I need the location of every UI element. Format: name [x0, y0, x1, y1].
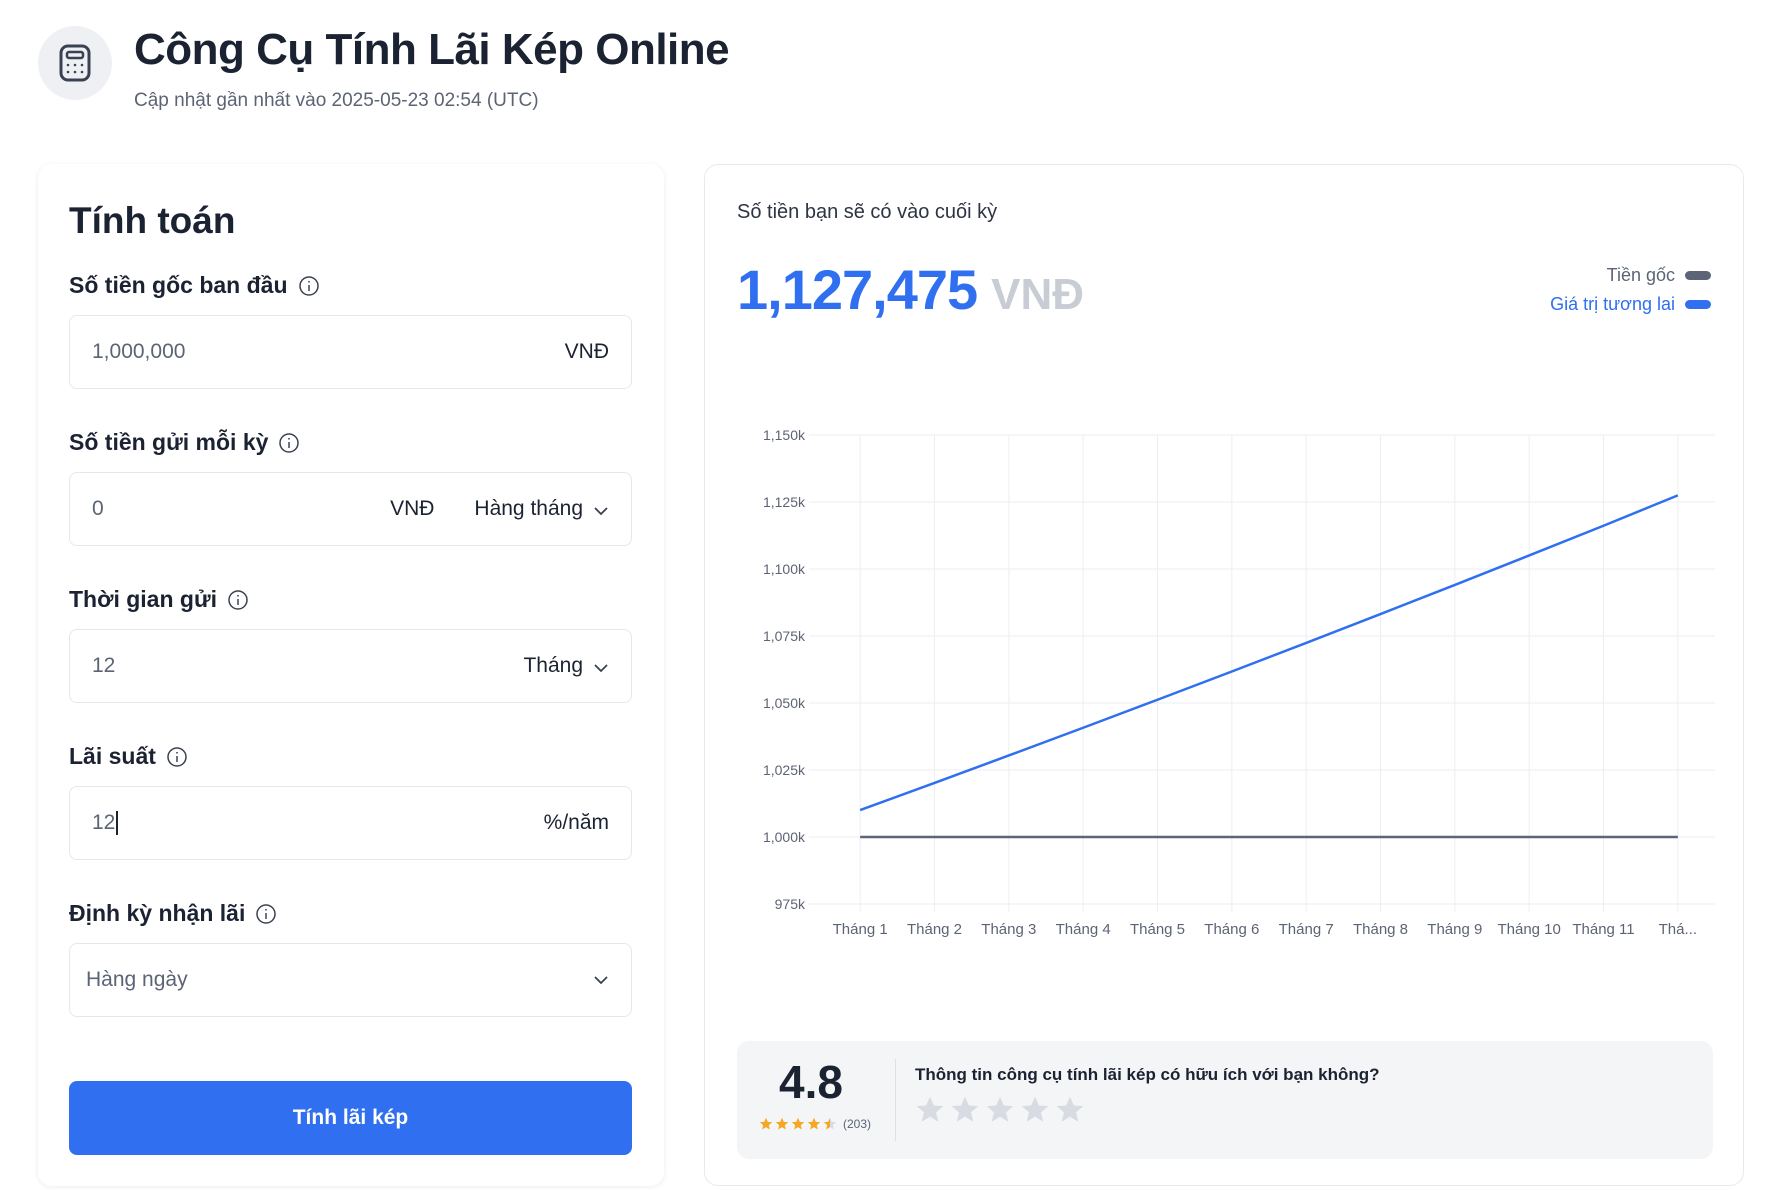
- duration-label: Thời gian gửi: [69, 586, 249, 613]
- duration-input[interactable]: 12 Tháng: [69, 629, 632, 703]
- star-icon[interactable]: [915, 1095, 945, 1125]
- y-tick-label: 1,000k: [763, 829, 806, 845]
- rating-box: 4.8 (203) Thông tin công cụ tính lãi kép…: [737, 1041, 1713, 1159]
- principal-value[interactable]: 1,000,000: [92, 340, 186, 363]
- x-tick-label: Tháng 7: [1279, 921, 1334, 938]
- info-icon[interactable]: [227, 589, 249, 611]
- x-tick-label: Tháng 9: [1427, 921, 1482, 938]
- duration-unit-select[interactable]: Tháng: [523, 654, 609, 678]
- rate-stars: [915, 1095, 1090, 1125]
- last-updated-text: Cập nhật gần nhất vào 2025-05-23 02:54 (…: [134, 90, 539, 112]
- y-tick-label: 1,025k: [763, 762, 806, 778]
- compounding-label-text: Định kỳ nhận lãi: [69, 900, 246, 926]
- result-total: 1,127,475 VNĐ: [737, 257, 1084, 322]
- text-caret: [116, 811, 119, 836]
- rate-label-text: Lãi suất: [69, 743, 156, 769]
- rate-unit: %/năm: [543, 811, 609, 834]
- legend-item-principal[interactable]: Tiền gốc: [1550, 265, 1711, 286]
- x-tick-label: Tháng 1: [833, 921, 888, 938]
- chevron-down-icon: [594, 507, 608, 516]
- rating-stars-icon: [759, 1117, 837, 1130]
- compounding-value: Hàng ngày: [86, 968, 188, 991]
- principal-input[interactable]: 1,000,000 VNĐ: [69, 315, 632, 389]
- line-chart: 1,150k 1,125k 1,100k 1,075k 1,050k 1,025k 1,00…: [763, 427, 1715, 938]
- result-caption: Số tiền bạn sẽ có vào cuối kỳ: [737, 201, 998, 223]
- principal-label: Số tiền gốc ban đầu: [69, 272, 320, 299]
- rating-question: Thông tin công cụ tính lãi kép có hữu íc…: [915, 1065, 1380, 1084]
- rating-score: 4.8: [779, 1056, 843, 1108]
- x-tick-label: Tháng 3: [981, 921, 1036, 938]
- principal-label-text: Số tiền gốc ban đầu: [69, 272, 288, 298]
- star-icon[interactable]: [1020, 1095, 1050, 1125]
- y-tick-label: 1,150k: [763, 427, 806, 443]
- legend-swatch-future: [1685, 300, 1711, 309]
- info-icon[interactable]: [278, 432, 300, 454]
- y-tick-label: 1,075k: [763, 628, 806, 644]
- duration-unit-value: Tháng: [523, 654, 583, 677]
- x-tick-label: Tháng 6: [1204, 921, 1259, 938]
- star-icon[interactable]: [985, 1095, 1015, 1125]
- rate-value[interactable]: 12: [92, 810, 116, 834]
- y-tick-label: 1,100k: [763, 561, 806, 577]
- x-tick-label: Tháng 8: [1353, 921, 1408, 938]
- rate-value-wrap[interactable]: 12: [92, 810, 544, 836]
- rate-label: Lãi suất: [69, 743, 188, 770]
- info-icon[interactable]: [298, 275, 320, 297]
- calculator-icon: [38, 26, 112, 100]
- rating-divider: [895, 1059, 896, 1141]
- result-currency: VNĐ: [991, 270, 1085, 319]
- info-icon[interactable]: [166, 746, 188, 768]
- rating-count: (203): [843, 1117, 872, 1131]
- series-line-future-value: [859, 494, 1679, 812]
- info-icon[interactable]: [255, 903, 277, 925]
- deposit-frequency-value: Hàng tháng: [474, 497, 583, 520]
- principal-unit: VNĐ: [564, 340, 609, 363]
- calculate-button[interactable]: Tính lãi kép: [69, 1081, 632, 1155]
- legend-label-principal: Tiền gốc: [1606, 265, 1675, 285]
- duration-value[interactable]: 12: [92, 654, 116, 677]
- rate-input[interactable]: 12 %/năm: [69, 786, 632, 860]
- x-tick-label: Tháng 11: [1572, 921, 1634, 938]
- rating-stars: (203): [759, 1117, 871, 1131]
- deposit-frequency-select[interactable]: Hàng tháng: [474, 497, 609, 521]
- chart-legend: Tiền gốc Giá trị tương lai: [1550, 265, 1711, 323]
- x-tick-label: Thá...: [1659, 921, 1697, 938]
- legend-item-future[interactable]: Giá trị tương lai: [1550, 294, 1711, 315]
- page-title: Công Cụ Tính Lãi Kép Online: [134, 25, 730, 74]
- star-icon[interactable]: [950, 1095, 980, 1125]
- x-tick-label: Tháng 2: [907, 921, 962, 938]
- x-tick-label: Tháng 4: [1056, 921, 1111, 938]
- compounding-label: Định kỳ nhận lãi: [69, 900, 277, 927]
- calculator-title: Tính toán: [69, 200, 236, 241]
- result-amount: 1,127,475: [737, 258, 978, 321]
- x-tick-label: Tháng 5: [1130, 921, 1185, 938]
- result-card: Số tiền bạn sẽ có vào cuối kỳ 1,127,475 …: [704, 164, 1744, 1186]
- y-tick-label: 1,125k: [763, 494, 806, 510]
- calculator-card: Tính toán Số tiền gốc ban đầu 1,000,000 …: [38, 164, 664, 1186]
- chevron-down-icon: [594, 976, 608, 985]
- duration-label-text: Thời gian gửi: [69, 586, 217, 612]
- deposit-label-text: Số tiền gửi mỗi kỳ: [69, 429, 269, 455]
- y-tick-label: 975k: [775, 896, 806, 912]
- page-header: Công Cụ Tính Lãi Kép Online Cập nhật gần…: [38, 25, 730, 112]
- chevron-down-icon: [594, 664, 608, 673]
- y-tick-label: 1,050k: [763, 695, 806, 711]
- deposit-label: Số tiền gửi mỗi kỳ: [69, 429, 300, 456]
- deposit-value[interactable]: 0: [92, 497, 104, 520]
- legend-swatch-principal: [1685, 271, 1711, 280]
- compounding-select[interactable]: Hàng ngày: [69, 943, 632, 1017]
- x-tick-label: Tháng 10: [1497, 921, 1560, 938]
- deposit-unit: VNĐ: [390, 497, 435, 520]
- legend-label-future: Giá trị tương lai: [1550, 294, 1675, 314]
- deposit-input[interactable]: 0 VNĐ Hàng tháng: [69, 472, 632, 546]
- star-icon[interactable]: [1055, 1095, 1085, 1125]
